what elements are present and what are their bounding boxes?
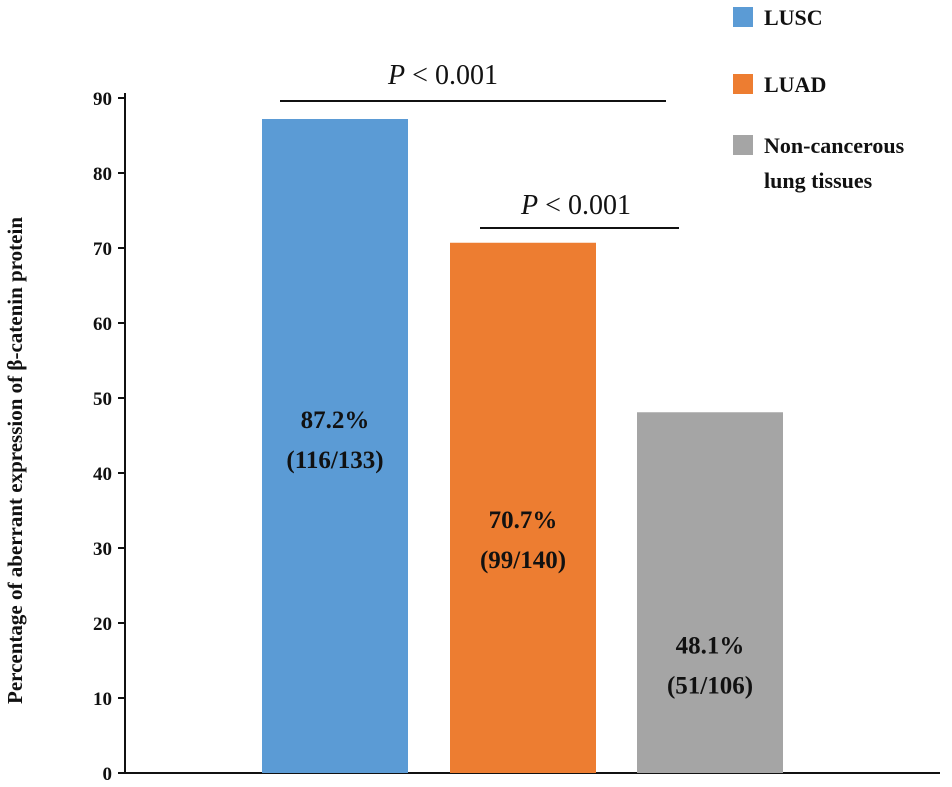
- p-value-label: P < 0.001: [387, 60, 498, 91]
- y-tick-label: 20: [93, 614, 112, 635]
- bar-data-label: (51/106): [667, 673, 753, 700]
- bar-1: [262, 119, 408, 773]
- axes: 0 10 20 30 40 50 60 70 80 90 Percentage of aberran…: [3, 89, 940, 785]
- y-tick-label: 90: [93, 89, 112, 110]
- legend-swatch: [733, 135, 753, 155]
- bar-2: [450, 242, 596, 773]
- significance-annotations: P < 0.001 P < 0.001: [280, 60, 679, 229]
- bar-data-label: (116/133): [286, 447, 383, 474]
- legend-label: LUSC: [764, 5, 823, 30]
- bar-data-label: (99/140): [480, 547, 566, 574]
- y-tick-label: 10: [93, 689, 112, 710]
- bar-data-label: 87.2%: [301, 407, 370, 434]
- y-axis-title: Percentage of aberrant expression of β-c…: [3, 217, 27, 704]
- y-tick-label: 50: [93, 389, 112, 410]
- y-tick-label: 70: [93, 239, 112, 260]
- legend-swatch: [733, 7, 753, 27]
- y-tick-label: 60: [93, 314, 112, 335]
- legend-label: LUAD: [764, 72, 826, 97]
- y-tick-label: 0: [103, 764, 113, 785]
- bar-data-label: 70.7%: [489, 507, 558, 534]
- y-tick-label: 30: [93, 539, 112, 560]
- legend-swatch: [733, 74, 753, 94]
- bar-3: [637, 412, 783, 773]
- bars: 87.2% (116/133) 70.7% (99/140) 48.1% (51/106): [262, 119, 783, 773]
- y-tick-label: 40: [93, 464, 112, 485]
- legend: LUSC LUAD Non-cancerous lung tissues: [733, 5, 905, 193]
- p-value-label: P < 0.001: [520, 190, 631, 221]
- legend-label: Non-cancerous: [764, 133, 905, 158]
- legend-label: lung tissues: [764, 168, 873, 193]
- y-tick-label: 80: [93, 164, 112, 185]
- bar-data-label: 48.1%: [676, 633, 745, 660]
